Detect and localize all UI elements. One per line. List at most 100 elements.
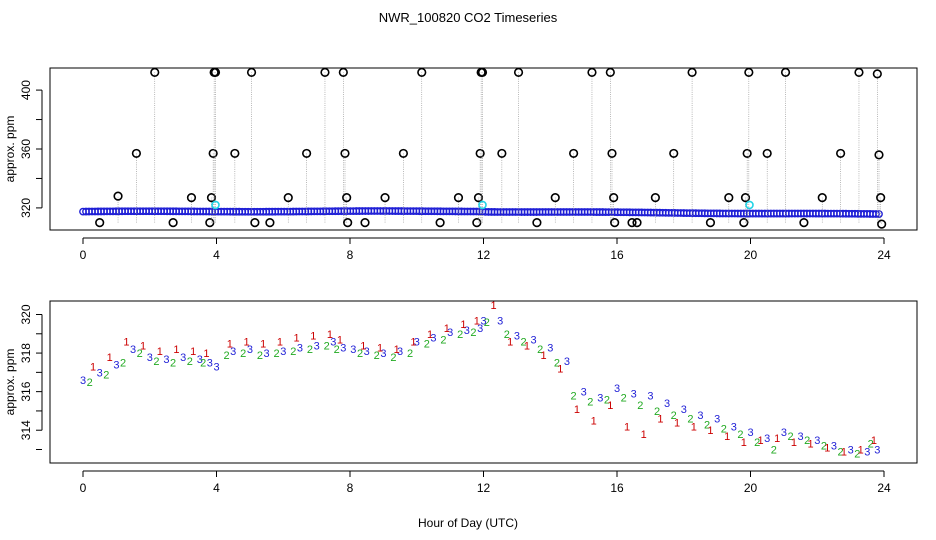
series-1-mark: 1 [203, 348, 209, 360]
series-2-mark: 2 [424, 338, 430, 350]
series-2-mark: 2 [821, 441, 827, 453]
y-tick-label: 360 [19, 139, 33, 159]
series-3-mark: 3 [340, 342, 346, 354]
y-axis-label: approx. ppm [3, 116, 17, 183]
plot-frame [49, 300, 918, 464]
spike-point [532, 218, 542, 228]
spike-point [550, 193, 560, 203]
series-3-mark: 3 [280, 346, 286, 358]
series-2-mark: 2 [290, 346, 296, 358]
spike-point [836, 148, 846, 159]
series-1-mark: 1 [757, 435, 763, 447]
baseline-point [872, 210, 880, 218]
spike-point [650, 193, 660, 203]
spike-point [609, 193, 619, 203]
series-1-mark: 1 [871, 435, 877, 447]
series-3-mark: 3 [364, 346, 370, 358]
spike-point [380, 193, 390, 203]
spike-point [607, 148, 617, 159]
spike-point [742, 148, 752, 159]
top-panel: 0 4 8 12 16 20 24 320 360 400 approx. ppm [3, 67, 918, 262]
spike-point [342, 193, 352, 203]
series-3-mark: 3 [180, 352, 186, 364]
spike-point [343, 218, 353, 228]
spike-point [95, 218, 105, 228]
series-3-mark: 3 [681, 404, 687, 416]
series-1-mark: 1 [774, 433, 780, 445]
x-tick-label: 16 [610, 248, 624, 262]
cyan-point [478, 200, 487, 210]
series-2-mark: 2 [484, 317, 490, 329]
spike-point [246, 67, 257, 78]
cyan-point [211, 200, 220, 210]
series-3-mark: 3 [130, 344, 136, 356]
x-tick-label: 0 [80, 248, 87, 262]
series-2-mark: 2 [87, 377, 93, 389]
series-1-mark: 1 [277, 337, 283, 349]
series-1-mark: 1 [360, 340, 366, 352]
series-1-mark: 1 [674, 418, 680, 430]
spike-point [817, 193, 827, 203]
x-tick-label: 20 [744, 248, 758, 262]
spike-point [605, 67, 615, 78]
series-2-mark: 2 [554, 358, 560, 370]
series-2-mark: 2 [200, 358, 206, 370]
series-2-mark: 2 [504, 329, 510, 341]
spike-point [876, 193, 886, 203]
y-tick-label: 318 [19, 343, 33, 363]
series-3-mark: 3 [798, 431, 804, 443]
series-3-mark: 3 [714, 414, 720, 426]
series-1-mark: 1 [107, 352, 113, 364]
series-2-mark: 2 [170, 358, 176, 370]
series-3-mark: 3 [597, 392, 603, 404]
x-tick-label: 16 [610, 481, 624, 495]
spike-point [687, 67, 697, 78]
series-3-mark: 3 [314, 340, 320, 352]
series-3-mark: 3 [848, 445, 854, 457]
series-3-mark: 3 [781, 427, 787, 439]
series-3-mark: 3 [230, 346, 236, 358]
series-1-mark: 1 [824, 443, 830, 455]
spike-point [610, 218, 620, 228]
series-3-mark: 3 [497, 315, 503, 327]
series-3-mark: 3 [80, 375, 86, 387]
series-2-mark: 2 [137, 348, 143, 360]
series-1-mark: 1 [173, 344, 179, 356]
spike-point [669, 148, 679, 159]
series-1-mark: 1 [410, 337, 416, 349]
series-3-mark: 3 [514, 331, 520, 343]
series-2-mark: 2 [604, 394, 610, 406]
spike-point [250, 218, 260, 228]
series-1-mark: 1 [541, 350, 547, 362]
series-3-mark: 3 [464, 325, 470, 337]
series-3-mark: 3 [547, 342, 553, 354]
series-1-mark: 1 [641, 429, 647, 441]
y-tick-label: 314 [19, 420, 33, 440]
spike-point [632, 218, 642, 228]
series-2-mark: 2 [240, 348, 246, 360]
plot-frame [49, 67, 918, 231]
series-3-mark: 3 [731, 421, 737, 433]
series-3-mark: 3 [581, 387, 587, 399]
spike-point [705, 218, 716, 228]
series-3-mark: 3 [163, 354, 169, 366]
series-1-mark: 1 [507, 337, 513, 349]
series-1-mark: 1 [394, 344, 400, 356]
series-3-mark: 3 [113, 360, 119, 372]
series-3-mark: 3 [97, 367, 103, 379]
series-3-mark: 3 [247, 344, 253, 356]
spike-point [744, 67, 754, 78]
series-1-mark: 1 [90, 362, 96, 374]
series-2-mark: 2 [754, 437, 760, 449]
y-tick-label: 320 [19, 198, 33, 218]
series-1-mark: 1 [858, 445, 864, 457]
series-2-mark: 2 [771, 445, 777, 457]
spike-point [475, 148, 485, 159]
spike-point [799, 218, 809, 228]
spike-point [513, 67, 524, 78]
spike-point [453, 193, 464, 203]
series-2-mark: 2 [787, 431, 793, 443]
series-3-mark: 3 [447, 327, 453, 339]
series-1-mark: 1 [624, 421, 630, 433]
